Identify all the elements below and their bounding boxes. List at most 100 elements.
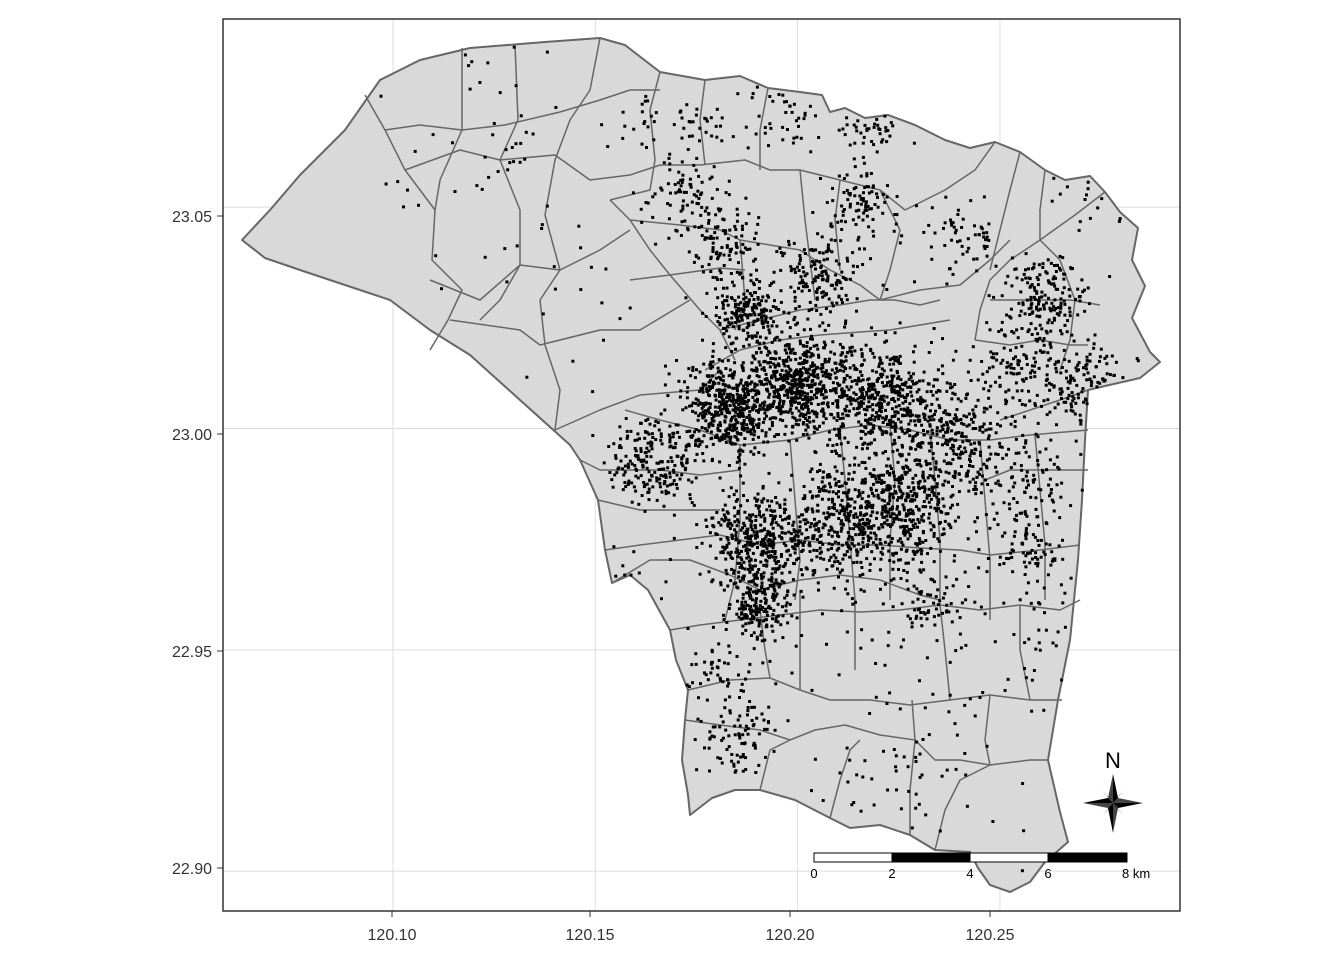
point-marker [821, 363, 825, 367]
point-marker [955, 577, 959, 581]
point-marker [970, 417, 973, 421]
point-marker [787, 439, 791, 443]
point-marker [1042, 399, 1046, 403]
point-marker [731, 280, 734, 284]
point-marker [1005, 453, 1008, 457]
point-marker [861, 490, 865, 494]
point-marker [713, 725, 717, 729]
point-marker [670, 459, 674, 463]
point-marker [738, 396, 742, 400]
point-marker [805, 368, 809, 372]
point-marker [703, 671, 706, 675]
point-marker [861, 533, 865, 537]
point-marker [794, 406, 798, 410]
point-marker [985, 245, 989, 248]
point-marker [739, 556, 743, 560]
point-marker [720, 294, 724, 298]
point-marker [788, 351, 792, 355]
point-marker [666, 182, 670, 186]
point-marker [930, 402, 934, 406]
point-marker [844, 367, 848, 371]
point-marker [747, 580, 751, 584]
point-marker [937, 506, 941, 510]
point-marker [662, 504, 666, 508]
point-marker [771, 629, 775, 633]
point-marker [934, 465, 938, 469]
point-marker [952, 444, 955, 448]
point-marker [875, 411, 878, 415]
point-marker [891, 124, 895, 128]
point-marker [714, 376, 718, 380]
point-marker [990, 355, 994, 359]
point-marker [1019, 290, 1023, 294]
point-marker [822, 258, 826, 262]
point-marker [998, 445, 1002, 449]
point-marker [787, 343, 791, 347]
point-marker [1015, 276, 1019, 280]
point-marker [777, 566, 781, 570]
point-marker [729, 435, 733, 439]
point-marker [717, 388, 721, 392]
point-marker [741, 733, 745, 737]
point-marker [875, 480, 879, 484]
point-marker [888, 499, 892, 502]
point-marker [694, 194, 698, 198]
point-marker [1092, 346, 1096, 350]
point-marker [781, 125, 785, 129]
point-marker [973, 520, 977, 524]
point-marker [1014, 267, 1018, 271]
point-marker [858, 370, 862, 374]
point-marker [860, 460, 864, 464]
point-marker [857, 463, 861, 467]
point-marker [847, 534, 851, 538]
point-marker [1021, 378, 1025, 382]
point-marker [699, 682, 702, 686]
point-marker [781, 614, 785, 618]
point-marker [996, 422, 999, 426]
point-marker [913, 498, 917, 502]
point-marker [732, 506, 736, 510]
point-marker [723, 403, 727, 407]
point-marker [1034, 562, 1038, 565]
point-marker [837, 480, 841, 483]
point-marker [1055, 312, 1059, 316]
point-marker [734, 228, 738, 231]
point-marker [972, 488, 976, 491]
point-marker [893, 331, 897, 335]
point-marker [794, 323, 798, 327]
point-marker [879, 358, 883, 362]
point-marker [1012, 497, 1016, 501]
point-marker [724, 568, 728, 572]
point-marker [681, 408, 685, 412]
point-marker [737, 309, 741, 313]
point-marker [986, 436, 990, 440]
point-marker [834, 259, 838, 263]
point-marker [891, 442, 895, 446]
point-marker [727, 179, 731, 183]
point-marker [871, 541, 875, 545]
point-marker [833, 477, 837, 481]
point-marker [1059, 495, 1063, 499]
point-marker [894, 425, 898, 429]
point-marker [824, 307, 828, 311]
point-marker [843, 377, 847, 381]
point-marker [812, 430, 816, 434]
point-marker [639, 207, 643, 211]
point-marker [774, 496, 778, 499]
point-marker [776, 523, 780, 527]
point-marker [847, 472, 851, 476]
point-marker [1075, 383, 1079, 387]
point-marker [719, 537, 723, 541]
point-marker [845, 494, 849, 498]
point-marker [773, 589, 777, 593]
point-marker [768, 95, 772, 98]
point-marker [773, 550, 777, 554]
point-marker [1082, 400, 1086, 404]
point-marker [681, 178, 685, 182]
point-marker [928, 449, 932, 453]
point-marker [753, 496, 757, 500]
point-marker [772, 270, 776, 274]
point-marker [831, 490, 835, 494]
point-marker [739, 689, 743, 692]
point-marker [980, 474, 984, 478]
